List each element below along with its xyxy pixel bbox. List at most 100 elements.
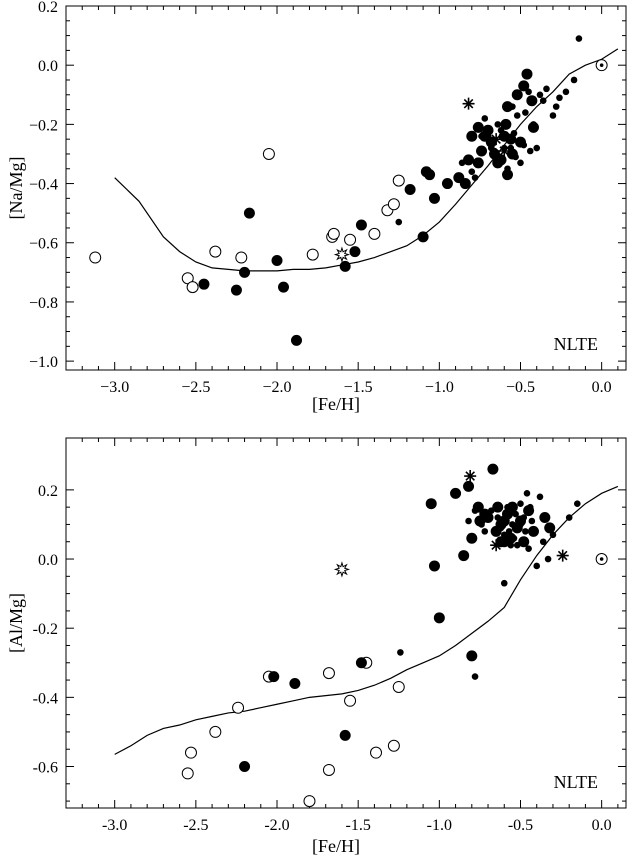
data-point-filled-large bbox=[463, 480, 475, 492]
x-tick-label: -2.0 bbox=[264, 817, 289, 834]
data-point-filled-small bbox=[504, 165, 511, 173]
data-point-filled-large bbox=[339, 729, 351, 741]
y-tick-label: 0.0 bbox=[38, 552, 58, 569]
data-point-open-star bbox=[333, 561, 351, 578]
data-point-filled-small bbox=[549, 531, 557, 539]
x-tick-label: -3.0 bbox=[102, 817, 127, 834]
data-point-filled-large bbox=[243, 207, 255, 219]
data-point-open bbox=[235, 251, 248, 264]
data-point-filled-small bbox=[510, 129, 518, 137]
data-point-filled-small bbox=[471, 174, 479, 181]
data-point-filled-large bbox=[459, 178, 471, 190]
data-point-filled-large bbox=[495, 154, 507, 166]
data-point-filled-large bbox=[492, 501, 504, 513]
x-axis-label: [Fe/H] bbox=[312, 836, 360, 856]
data-point-star bbox=[490, 133, 503, 146]
sun-symbol-dot bbox=[599, 557, 604, 561]
data-point-filled-large bbox=[502, 101, 514, 113]
data-point-filled-small bbox=[533, 144, 541, 152]
data-point-filled-small bbox=[531, 528, 539, 535]
data-point-filled-small bbox=[552, 103, 560, 110]
data-point-open bbox=[89, 251, 102, 264]
panel-2: -3.0 -2.5 -2.0 -1.5 -1.0 -0.5 0.0 0.2 0.0 -0.2 -0.… bbox=[6, 437, 627, 856]
y-tick-label: -0.4 bbox=[33, 690, 58, 707]
plot-frame bbox=[65, 437, 627, 809]
data-point-filled-small bbox=[536, 493, 544, 501]
model-curve bbox=[114, 485, 619, 755]
data-point-filled-small bbox=[515, 138, 523, 146]
data-point-open bbox=[322, 667, 335, 680]
data-point-filled-large bbox=[482, 124, 494, 136]
data-point-filled-small bbox=[539, 97, 547, 104]
data-point-open bbox=[392, 174, 405, 187]
data-point-filled-large bbox=[239, 266, 251, 278]
data-point-filled-small bbox=[513, 112, 521, 119]
data-point-filled-large bbox=[502, 169, 514, 181]
data-point-star bbox=[490, 539, 503, 552]
panel-1: −3.0 −2.5 −2.0 −1.5 −1.0 −0.5 0.0 0.2 0.0 −0.2 −0.… bbox=[6, 0, 627, 414]
data-point-filled-large bbox=[268, 671, 280, 683]
data-point-filled-small bbox=[465, 517, 472, 525]
y-tick-label: 0.2 bbox=[38, 0, 58, 16]
data-point-filled-large bbox=[339, 260, 351, 272]
data-point-filled-large bbox=[487, 463, 499, 475]
data-point-filled-small bbox=[533, 562, 541, 570]
data-point-filled-large bbox=[479, 508, 491, 520]
data-point-open bbox=[344, 694, 357, 707]
data-point-filled-small bbox=[397, 649, 404, 656]
data-point-filled-large bbox=[441, 178, 453, 190]
data-point-filled-large bbox=[239, 761, 251, 773]
data-point-open bbox=[232, 701, 245, 714]
data-point-filled-small bbox=[484, 132, 492, 140]
data-point-filled-large bbox=[450, 487, 462, 499]
data-point-filled-small bbox=[500, 531, 508, 539]
x-tick-label: −2.0 bbox=[262, 379, 291, 396]
y-tick-label: −0.4 bbox=[29, 177, 58, 194]
y-tick-label: -0.2 bbox=[33, 621, 58, 638]
x-tick-label: 0.0 bbox=[592, 379, 612, 396]
data-point-filled-small bbox=[543, 85, 550, 93]
data-point-filled-small bbox=[562, 88, 570, 96]
data-point-filled-large bbox=[417, 231, 429, 243]
nlte-annotation: NLTE bbox=[554, 772, 598, 792]
data-point-filled-small bbox=[504, 503, 511, 511]
data-point-filled-small bbox=[510, 534, 518, 542]
plot-frame bbox=[65, 5, 627, 371]
data-point-filled-small bbox=[509, 103, 516, 110]
data-point-filled-large bbox=[472, 157, 484, 169]
data-point-open bbox=[262, 147, 275, 160]
data-point-filled-small bbox=[478, 521, 485, 528]
y-tick-label: -0.6 bbox=[33, 760, 58, 777]
data-point-filled-small bbox=[539, 538, 547, 546]
data-point-star bbox=[498, 145, 511, 158]
data-point-filled-large bbox=[289, 678, 301, 690]
data-point-filled-large bbox=[349, 246, 361, 258]
data-point-filled-small bbox=[528, 517, 536, 525]
data-point-star bbox=[462, 97, 475, 110]
x-tick-label: 0.0 bbox=[592, 817, 612, 834]
data-point-filled-large bbox=[518, 536, 530, 548]
x-tick-label: −0.5 bbox=[506, 379, 535, 396]
x-tick-label: -1.0 bbox=[427, 817, 452, 834]
data-point-open bbox=[368, 227, 381, 240]
data-point-filled-small bbox=[478, 132, 485, 140]
data-point-filled-small bbox=[500, 579, 508, 587]
data-point-filled-small bbox=[544, 555, 552, 563]
data-point-filled-small bbox=[517, 500, 524, 508]
data-point-filled-large bbox=[539, 512, 551, 524]
data-point-open bbox=[344, 233, 357, 246]
data-point-filled-small bbox=[575, 35, 583, 42]
data-point-open bbox=[370, 746, 383, 759]
data-point-filled-small bbox=[512, 510, 519, 518]
data-point-filled-small bbox=[513, 541, 521, 549]
data-point-filled-large bbox=[458, 550, 470, 562]
data-point-filled-small bbox=[512, 153, 519, 161]
data-point-filled-small bbox=[520, 141, 528, 149]
y-tick-label: 0.2 bbox=[38, 483, 58, 500]
data-point-filled-large bbox=[472, 121, 484, 133]
y-axis-label: [Al/Mg] bbox=[6, 593, 26, 653]
x-tick-label: -1.5 bbox=[346, 817, 371, 834]
data-point-filled-large bbox=[463, 154, 475, 166]
data-point-filled-small bbox=[517, 159, 524, 167]
